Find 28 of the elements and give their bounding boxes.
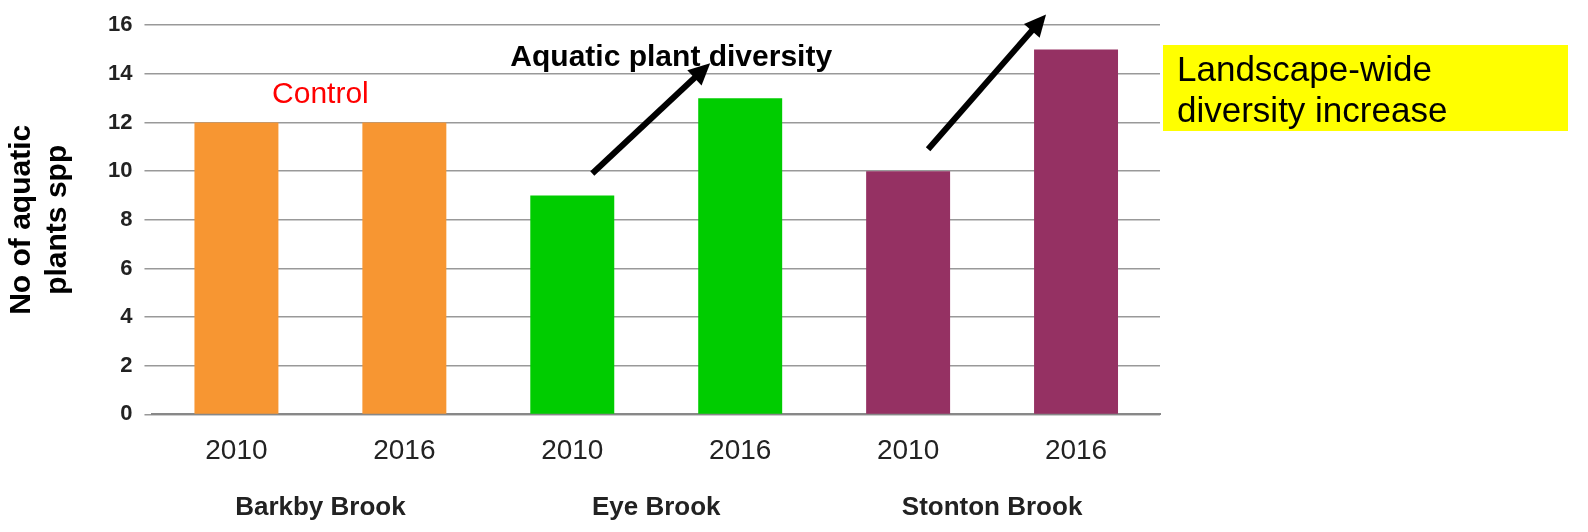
y-tick-label: 12 xyxy=(107,108,133,134)
text: Barkby Brook xyxy=(235,491,407,522)
bar xyxy=(1034,49,1119,414)
y-tick-label: 0 xyxy=(120,400,133,426)
text: Aquatic plant diversity xyxy=(510,39,833,73)
y-tick-label: 8 xyxy=(120,205,133,231)
bar xyxy=(530,195,615,414)
y-tick-label: 4 xyxy=(120,303,134,329)
x-tick-label: 2010 xyxy=(205,433,268,465)
x-tick-label: 2016 xyxy=(1044,433,1108,465)
bar xyxy=(866,171,951,414)
x-tick-label: 2010 xyxy=(541,433,604,465)
x-tick-label: 2016 xyxy=(709,433,772,465)
text: Landscape-wide diversity increase xyxy=(1163,45,1568,131)
text: Stonton Brook xyxy=(901,491,1083,522)
bar xyxy=(698,98,783,414)
y-tick-label: 16 xyxy=(107,11,133,37)
bar xyxy=(194,122,279,414)
y-tick-label: 10 xyxy=(107,157,133,183)
x-tick-label: 2016 xyxy=(373,433,436,465)
bar xyxy=(362,122,447,414)
y-tick-label: 14 xyxy=(107,59,134,85)
text: Eye Brook xyxy=(591,491,722,522)
y-tick-label: 6 xyxy=(120,254,133,280)
x-tick-label: 2010 xyxy=(876,433,940,465)
y-tick-label: 2 xyxy=(120,351,133,377)
y-axis-title: No of aquatic plants spp xyxy=(3,124,73,315)
annotation: Control xyxy=(272,75,369,109)
